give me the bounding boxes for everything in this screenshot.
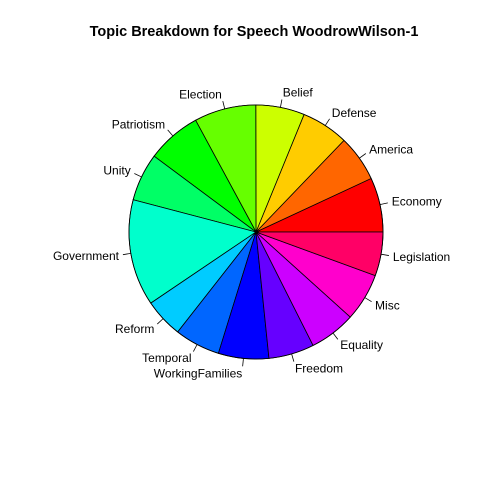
tick-election: [222, 101, 226, 109]
pie-slices: [128, 104, 384, 360]
label-equality: Equality: [340, 338, 383, 352]
label-misc: Misc: [375, 298, 400, 312]
tick-defense: [324, 118, 330, 126]
tick-america: [359, 153, 367, 159]
label-patriotism: Patriotism: [112, 118, 165, 132]
tick-reform: [156, 318, 164, 325]
label-legislation: Legislation: [393, 250, 450, 264]
tick-belief: [280, 99, 283, 108]
tick-misc: [364, 297, 372, 303]
tick-temporal: [193, 344, 198, 352]
tick-patriotism: [167, 129, 174, 137]
label-unity: Unity: [103, 163, 130, 177]
label-freedom: Freedom: [295, 361, 343, 375]
label-defense: Defense: [332, 106, 377, 120]
tick-government: [122, 252, 131, 256]
label-government: Government: [53, 249, 120, 263]
label-reform: Reform: [115, 322, 154, 336]
tick-equality: [332, 332, 339, 340]
tick-unity: [134, 173, 142, 178]
chart-title: Topic Breakdown for Speech WoodrowWilson…: [90, 24, 419, 40]
label-temporal: Temporal: [142, 351, 191, 365]
label-workingfamilies: WorkingFamilies: [154, 366, 242, 380]
label-economy: Economy: [392, 194, 442, 208]
label-ticks: [122, 99, 389, 367]
label-election: Election: [179, 87, 222, 101]
label-belief: Belief: [283, 86, 314, 100]
slice-labels: Economy America Defense Belief Election Patri…: [53, 86, 450, 381]
tick-workingfamilies: [242, 358, 244, 367]
pie-outline: [128, 104, 384, 360]
tick-legislation: [380, 253, 389, 256]
tick-freedom: [291, 353, 295, 362]
label-america: America: [369, 142, 413, 156]
tick-economy: [379, 202, 388, 205]
